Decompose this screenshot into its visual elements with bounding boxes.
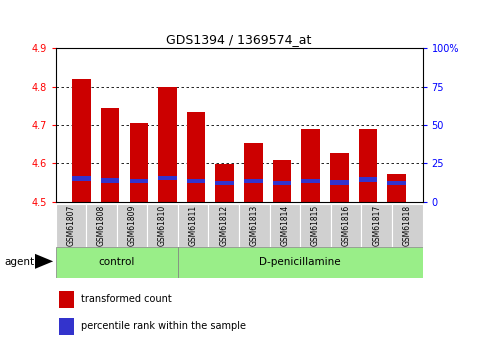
Text: GSM61811: GSM61811 (189, 204, 198, 246)
Bar (392, 204, 423, 247)
Text: GSM61813: GSM61813 (250, 204, 259, 246)
Bar (72, 79, 91, 202)
Text: GSM61809: GSM61809 (128, 204, 137, 246)
Bar (178, 247, 423, 278)
Bar (158, 176, 177, 180)
Bar (187, 112, 205, 202)
Text: control: control (99, 257, 135, 267)
Bar (129, 179, 148, 184)
Bar (72, 176, 91, 181)
Bar (331, 204, 361, 247)
Text: GSM61812: GSM61812 (219, 204, 228, 246)
Bar (215, 181, 234, 185)
Text: D-penicillamine: D-penicillamine (259, 257, 341, 267)
Bar (387, 181, 406, 185)
Bar (117, 204, 147, 247)
Bar (215, 164, 234, 202)
Bar (273, 181, 291, 185)
Bar (129, 123, 148, 202)
Bar (147, 204, 178, 247)
Bar (244, 179, 263, 184)
Text: GSM61816: GSM61816 (341, 204, 351, 246)
Bar (301, 129, 320, 202)
Bar (101, 178, 119, 183)
Bar (59, 291, 74, 307)
Bar (86, 204, 117, 247)
Bar (387, 174, 406, 202)
Bar (359, 129, 377, 202)
Text: GSM61808: GSM61808 (97, 204, 106, 246)
Bar (330, 153, 349, 202)
Text: GSM61817: GSM61817 (372, 204, 381, 246)
Bar (270, 204, 300, 247)
Bar (178, 204, 209, 247)
Text: transformed count: transformed count (81, 294, 172, 304)
Bar (239, 204, 270, 247)
Bar (273, 160, 291, 202)
Text: GSM61814: GSM61814 (281, 204, 289, 246)
Text: agent: agent (5, 257, 35, 266)
Bar (301, 179, 320, 184)
Text: percentile rank within the sample: percentile rank within the sample (81, 321, 246, 331)
Bar (361, 204, 392, 247)
Bar (59, 318, 74, 335)
Bar (300, 204, 331, 247)
Bar (330, 180, 349, 185)
Bar (56, 247, 178, 278)
Bar (244, 144, 263, 202)
Polygon shape (35, 254, 53, 269)
Bar (359, 177, 377, 182)
Text: GSM61815: GSM61815 (311, 204, 320, 246)
Bar (158, 87, 177, 202)
Bar (101, 108, 119, 202)
Bar (56, 204, 86, 247)
Text: GSM61807: GSM61807 (66, 204, 75, 246)
Bar (209, 204, 239, 247)
Text: GSM61810: GSM61810 (158, 204, 167, 246)
Title: GDS1394 / 1369574_at: GDS1394 / 1369574_at (167, 33, 312, 46)
Text: GSM61818: GSM61818 (403, 204, 412, 246)
Bar (187, 179, 205, 184)
